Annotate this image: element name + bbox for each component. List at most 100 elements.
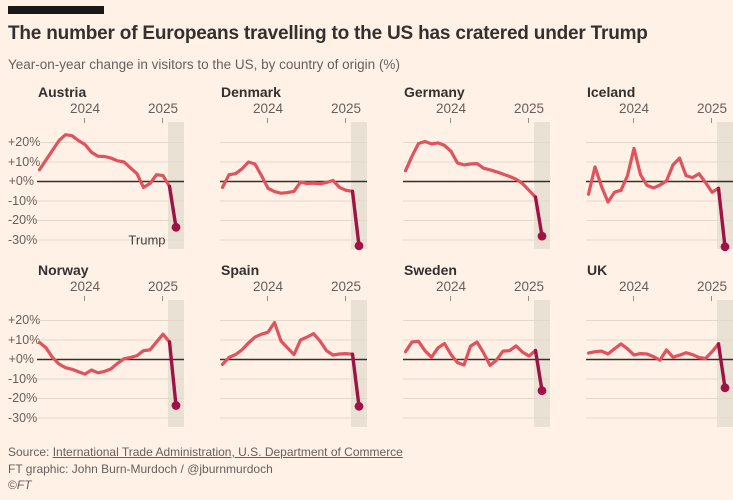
- trump-period-band: [351, 122, 367, 249]
- panel-title: Germany: [404, 84, 465, 100]
- panel-title: UK: [587, 262, 608, 278]
- trump-period-band: [534, 300, 550, 427]
- y-tick-label: -30%: [8, 232, 38, 247]
- panel-title: Denmark: [221, 84, 281, 100]
- y-tick-label: +20%: [8, 135, 41, 149]
- panel-title: Iceland: [587, 84, 636, 100]
- x-tick-mark-2025: [162, 118, 164, 123]
- data-line-drop-segment: [533, 195, 544, 238]
- copyright-ft: FT: [16, 478, 32, 492]
- data-line-drop-segment: [167, 184, 178, 230]
- y-tick-label: +10%: [8, 332, 41, 347]
- copyright-symbol: ©: [8, 478, 17, 492]
- x-tick-label-2025: 2025: [147, 279, 179, 294]
- x-tick-mark-2024: [633, 296, 635, 301]
- x-tick-mark-2025: [711, 118, 713, 123]
- endpoint-dot: [537, 386, 547, 396]
- source-prefix: Source:: [8, 445, 53, 459]
- data-line: [403, 139, 538, 199]
- x-tick-label-2024: 2024: [252, 279, 284, 294]
- panel-germany: Germany 2024 2025: [374, 84, 550, 249]
- y-tick-label: +0%: [8, 174, 34, 188]
- y-tick-label: -20%: [8, 391, 38, 405]
- panel-plot-sweden: [403, 300, 550, 427]
- trump-period-band: [351, 300, 367, 427]
- panel-uk: UK 2024 2025: [557, 262, 733, 427]
- x-tick-label-2025: 2025: [696, 101, 728, 116]
- y-tick-label: -20%: [8, 213, 38, 227]
- endpoint-dot: [354, 401, 364, 411]
- x-tick-mark-2025: [711, 296, 713, 301]
- panel-norway: Norway 2024 2025 +20% +10% +0% -10% -20% -30%: [8, 262, 184, 427]
- x-tick-mark-2025: [162, 296, 164, 301]
- source-line: Source: International Trade Administrati…: [8, 444, 724, 461]
- panel-title: Austria: [38, 84, 87, 100]
- x-tick-mark-2024: [633, 118, 635, 123]
- panel-sweden: Sweden 2024 2025: [374, 262, 550, 427]
- panel-plot-uk: [586, 300, 733, 427]
- data-line-drop-segment: [716, 186, 727, 249]
- trump-period-band: [717, 122, 733, 249]
- x-tick-label-2025: 2025: [330, 279, 362, 294]
- x-tick-mark-2024: [84, 296, 86, 301]
- panel-plot-spain: [220, 300, 367, 427]
- copyright-line: ©FT: [8, 477, 724, 494]
- chart-title: The number of Europeans travelling to th…: [8, 23, 648, 44]
- data-line-drop-segment: [533, 348, 544, 393]
- data-line: [220, 160, 355, 195]
- chart-subtitle: Year-on-year change in visitors to the U…: [8, 57, 400, 72]
- y-tick-label: +20%: [8, 313, 41, 327]
- x-tick-mark-2024: [267, 118, 269, 123]
- panel-plot-denmark: [220, 122, 367, 251]
- trump-period-band: [717, 300, 733, 427]
- x-tick-mark-2024: [450, 118, 452, 123]
- panel-title: Spain: [221, 262, 260, 278]
- data-line: [586, 342, 721, 362]
- panel-title: Sweden: [404, 262, 457, 278]
- x-tick-label-2024: 2024: [69, 279, 101, 294]
- endpoint-dot: [720, 383, 730, 393]
- x-tick-label-2024: 2024: [69, 101, 101, 116]
- panel-spain: Spain 2024 2025: [191, 262, 367, 427]
- endpoint-dot: [171, 222, 181, 232]
- panel-plot-austria: Trump: [37, 122, 184, 249]
- endpoint-dot: [171, 401, 181, 410]
- panel-iceland: Iceland 2024 2025: [557, 84, 733, 252]
- x-tick-mark-2025: [345, 118, 347, 123]
- small-multiples-grid: Austria 2024 2025 +20% +10% +0% -10% -20% -30% Tr…: [8, 84, 733, 427]
- data-line-drop-segment: [350, 352, 361, 409]
- y-tick-label: -10%: [8, 193, 38, 208]
- trump-annotation: Trump: [128, 233, 165, 248]
- source-link[interactable]: International Trade Administration, U.S.…: [52, 445, 403, 459]
- panel-title: Norway: [38, 262, 89, 278]
- trump-period-band: [168, 300, 184, 427]
- endpoint-dot: [537, 231, 547, 241]
- data-line: [586, 146, 721, 204]
- x-tick-mark-2025: [345, 296, 347, 301]
- y-tick-label: -30%: [8, 410, 38, 425]
- x-tick-label-2025: 2025: [513, 279, 545, 294]
- data-line: [403, 339, 538, 368]
- panel-plot-germany: [403, 122, 550, 249]
- credit-line: FT graphic: John Burn-Murdoch / @jburnmu…: [8, 461, 273, 476]
- x-tick-label-2025: 2025: [696, 279, 728, 294]
- x-tick-label-2024: 2024: [618, 279, 650, 294]
- endpoint-dot: [354, 241, 364, 251]
- panel-austria: Austria 2024 2025 +20% +10% +0% -10% -20% -30% Tr…: [8, 84, 184, 249]
- x-tick-label-2024: 2024: [435, 101, 467, 116]
- x-tick-label-2025: 2025: [513, 101, 545, 116]
- x-tick-label-2024: 2024: [435, 279, 467, 294]
- x-tick-mark-2024: [267, 296, 269, 301]
- y-tick-label: -10%: [8, 371, 38, 386]
- y-tick-label: +10%: [8, 154, 41, 169]
- data-line-drop-segment: [350, 189, 361, 248]
- panel-plot-iceland: [586, 122, 733, 252]
- data-line: [220, 320, 355, 367]
- data-line-drop-segment: [167, 340, 178, 408]
- data-line-drop-segment: [716, 342, 727, 390]
- endpoint-dot: [720, 242, 730, 252]
- chart-footer: Source: International Trade Administrati…: [8, 444, 724, 494]
- x-tick-label-2025: 2025: [147, 101, 179, 116]
- data-line: [37, 133, 172, 190]
